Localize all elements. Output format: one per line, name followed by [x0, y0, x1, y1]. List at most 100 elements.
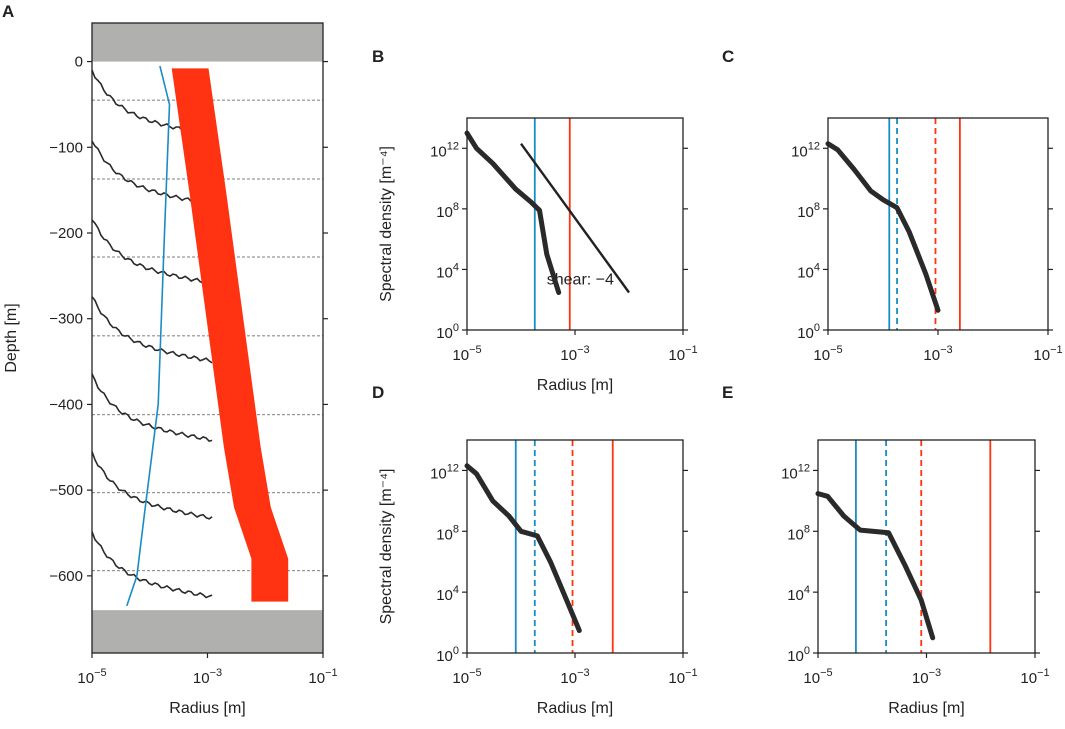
x-tick-label: 10−3	[560, 667, 589, 687]
tick-exponent: −5	[94, 667, 107, 679]
tick-base: 10	[452, 347, 469, 364]
panel-letter: C	[722, 47, 734, 66]
tick-exponent: 4	[453, 584, 459, 596]
tick-exponent: 0	[804, 645, 810, 657]
tick-base: 10	[436, 587, 453, 604]
y-tick-label: 108	[787, 523, 810, 543]
spectral-density-curve	[464, 463, 582, 633]
y-axis-label: Depth [m]	[3, 303, 20, 372]
y-tick-label: 100	[797, 322, 820, 342]
tick-base: 10	[560, 347, 577, 364]
tick-exponent: −1	[1050, 344, 1063, 356]
profile-spectrum-curve	[91, 373, 213, 442]
tick-base: 10	[430, 143, 447, 160]
tick-exponent: 0	[453, 645, 459, 657]
tick-exponent: 12	[798, 462, 810, 474]
tick-exponent: −3	[940, 344, 953, 356]
y-tick-label: 1012	[430, 140, 459, 160]
shear-slope-label: shear: −4	[547, 272, 614, 289]
tick-exponent: −3	[210, 667, 223, 679]
y-tick-label: 108	[436, 523, 459, 543]
profile-spectrum-curve	[91, 219, 213, 286]
tick-exponent: −5	[469, 344, 482, 356]
tick-base: 10	[308, 670, 325, 687]
spectral-density-curve	[815, 491, 936, 641]
x-tick-label: 10−5	[452, 667, 481, 687]
tick-base: 10	[787, 526, 804, 543]
y-axis-label: Spectral density [m⁻⁴]	[378, 469, 395, 625]
tick-exponent: −5	[820, 667, 833, 679]
panel-letter: D	[372, 383, 384, 402]
y-tick-label: −600	[49, 568, 83, 585]
y-tick-label: 108	[436, 201, 459, 221]
tick-exponent: −3	[929, 667, 942, 679]
x-tick-label: 10−3	[193, 667, 222, 687]
y-tick-label: 1012	[791, 140, 820, 160]
profile-spectrum-curve	[91, 296, 213, 364]
tick-base: 10	[791, 143, 808, 160]
x-axis-label: Radius [m]	[169, 700, 245, 717]
y-tick-label: 104	[436, 261, 459, 281]
y-tick-label: 1012	[430, 462, 459, 482]
tick-base: 10	[436, 325, 453, 342]
tick-base: 10	[430, 465, 447, 482]
tick-base: 10	[923, 347, 940, 364]
tick-exponent: −5	[830, 344, 843, 356]
y-tick-label: 100	[787, 645, 810, 665]
panel-letter: B	[372, 47, 384, 66]
tick-exponent: 8	[814, 201, 820, 213]
y-tick-label: −200	[49, 225, 83, 242]
x-tick-label: 10−5	[452, 344, 481, 364]
x-tick-label: 10−1	[668, 667, 697, 687]
y-tick-label: −400	[49, 396, 83, 413]
tick-exponent: −3	[577, 344, 590, 356]
x-tick-label: 10−1	[1033, 344, 1062, 364]
tick-exponent: 8	[453, 523, 459, 535]
profile-spectrum-curve	[91, 451, 213, 520]
tick-base: 10	[803, 670, 820, 687]
y-tick-label: 108	[797, 201, 820, 221]
panel-letter: E	[722, 383, 733, 402]
tick-base: 10	[452, 670, 469, 687]
tick-exponent: 0	[814, 322, 820, 334]
tick-base: 10	[77, 670, 94, 687]
tick-base: 10	[797, 204, 814, 221]
tick-base: 10	[797, 264, 814, 281]
tick-base: 10	[781, 465, 798, 482]
tick-base: 10	[560, 670, 577, 687]
tick-exponent: −1	[685, 344, 698, 356]
x-tick-label: 10−3	[560, 344, 589, 364]
red-radius-band	[171, 68, 289, 602]
y-tick-label: 104	[797, 261, 820, 281]
x-tick-label: 10−5	[803, 667, 832, 687]
y-tick-label: 1012	[781, 462, 810, 482]
y-tick-label: −100	[49, 139, 83, 156]
tick-exponent: 12	[447, 140, 459, 152]
tick-base: 10	[436, 204, 453, 221]
x-axis-label: Radius [m]	[537, 377, 613, 394]
tick-base: 10	[797, 325, 814, 342]
tick-exponent: 12	[808, 140, 820, 152]
tick-exponent: −1	[325, 667, 338, 679]
panel-a: A10−5 10−3 10−10−100−200−300−400−500−600Ra…	[2, 2, 338, 717]
x-tick-label: 10−1	[1020, 667, 1049, 687]
y-tick-label: 100	[436, 645, 459, 665]
y-tick-label: −300	[49, 311, 83, 328]
tick-exponent: 4	[453, 261, 459, 273]
tick-exponent: 8	[804, 523, 810, 535]
x-tick-label: 10−1	[668, 344, 697, 364]
tick-exponent: −5	[469, 667, 482, 679]
tick-base: 10	[436, 526, 453, 543]
tick-exponent: −1	[1037, 667, 1050, 679]
tick-exponent: 8	[453, 201, 459, 213]
tick-base: 10	[193, 670, 210, 687]
tick-exponent: 12	[447, 462, 459, 474]
tick-exponent: 4	[804, 584, 810, 596]
y-tick-label: −500	[49, 482, 83, 499]
tick-base: 10	[436, 264, 453, 281]
x-tick-label: 10−5	[813, 344, 842, 364]
